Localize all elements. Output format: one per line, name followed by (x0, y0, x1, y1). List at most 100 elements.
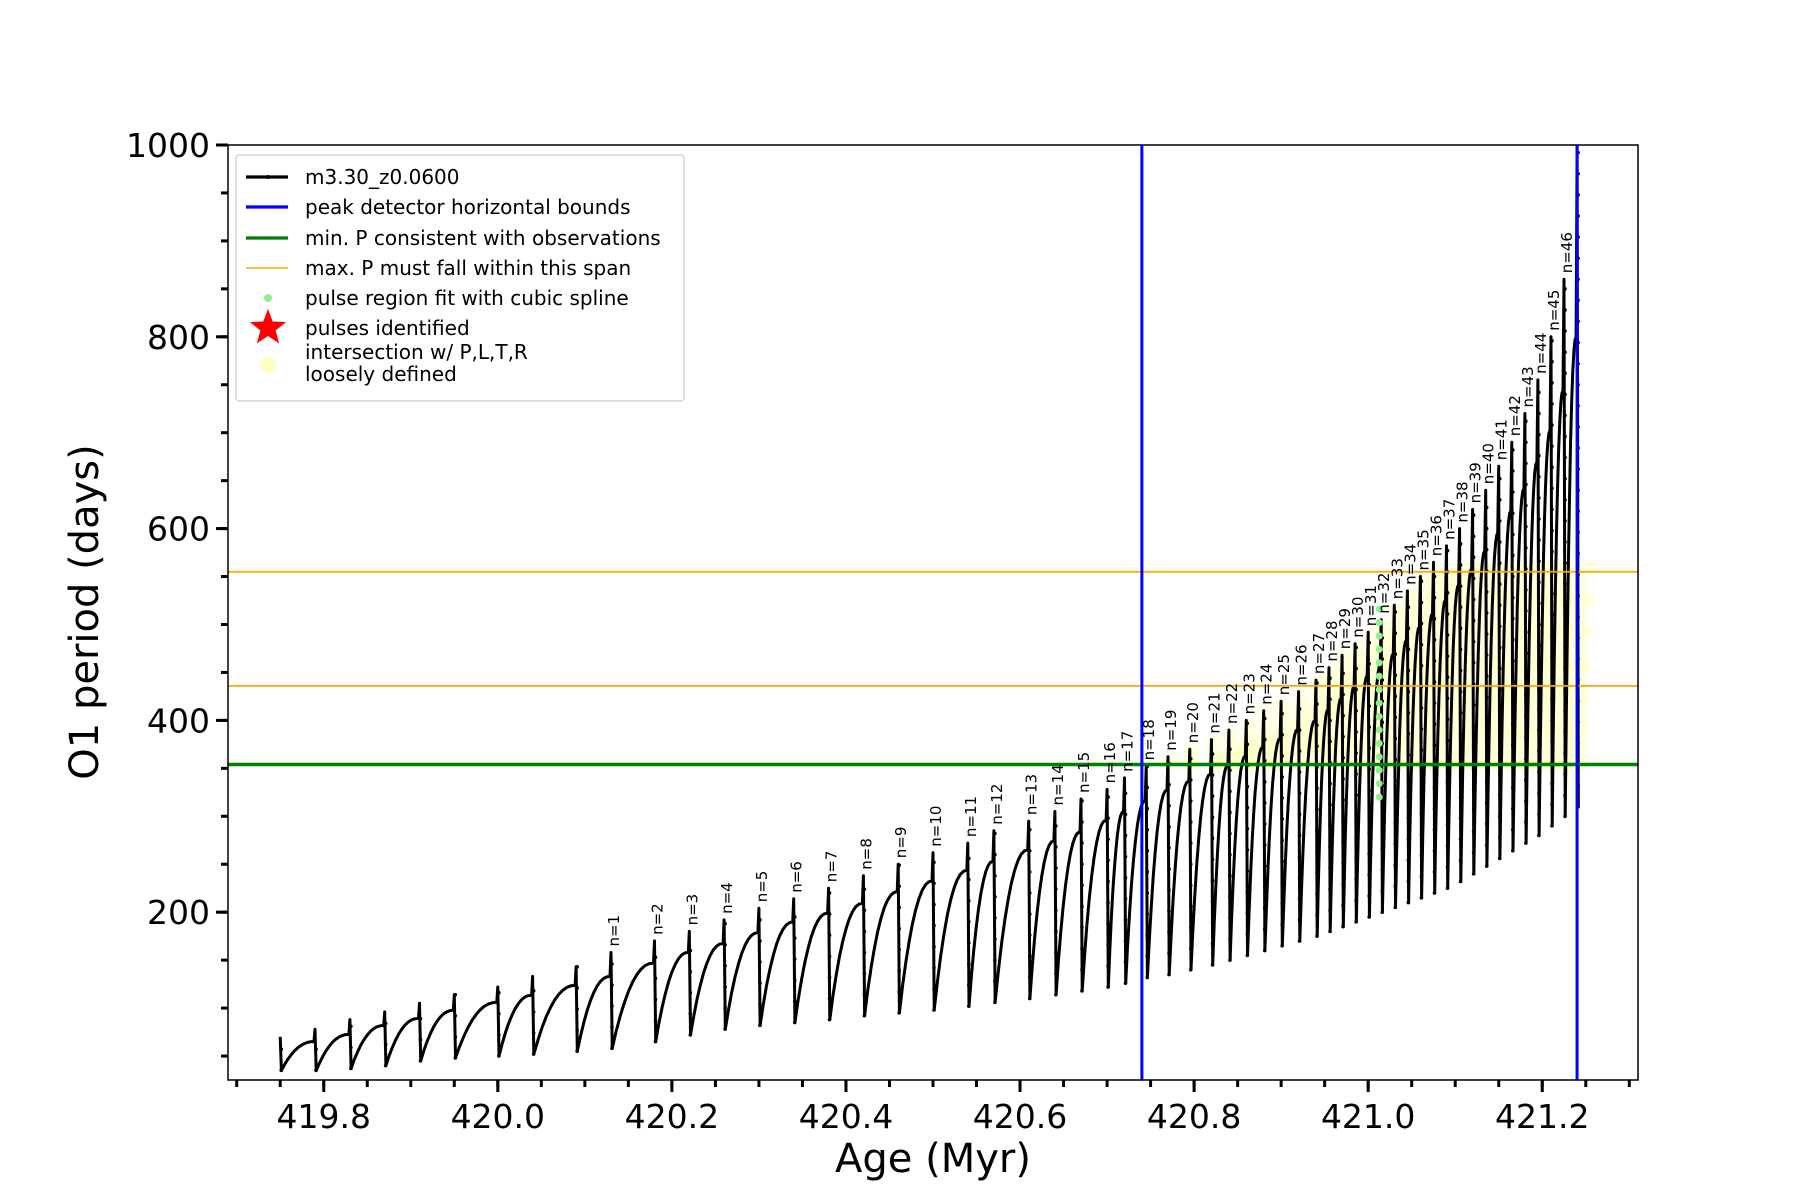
data-point (1497, 561, 1502, 565)
intersection-marker (1257, 702, 1274, 719)
data-point (862, 908, 867, 913)
pulse-label: n=5 (753, 871, 771, 903)
data-point (1188, 925, 1193, 930)
data-point (1080, 967, 1084, 972)
data-point (1484, 864, 1489, 868)
data-point (1354, 898, 1358, 903)
data-point (610, 1004, 614, 1008)
data-point (1510, 849, 1515, 853)
intersection-marker (1401, 603, 1418, 620)
data-point (1367, 640, 1371, 645)
data-point (1188, 946, 1193, 951)
data-point (1497, 624, 1502, 629)
data-point (1537, 601, 1541, 606)
data-point (1471, 724, 1476, 728)
data-point (1471, 872, 1476, 876)
data-point (1027, 933, 1032, 937)
data-point (1341, 882, 1345, 887)
pulse-label: n=25 (1275, 654, 1293, 695)
data-point (1188, 799, 1193, 803)
data-point (1432, 638, 1437, 642)
data-point (1484, 758, 1489, 763)
intersection-marker (1323, 672, 1340, 689)
pulse-label: n=19 (1162, 710, 1180, 751)
data-point (1167, 909, 1171, 914)
data-point (1315, 765, 1319, 770)
intersection-marker (1427, 626, 1444, 643)
data-point (1354, 687, 1358, 692)
data-point (1419, 853, 1424, 858)
data-point (1328, 802, 1332, 807)
data-point (1393, 821, 1398, 825)
data-point (1484, 590, 1489, 594)
pulse-label: n=42 (1506, 395, 1524, 436)
data-point (1484, 716, 1489, 721)
intersection-marker (1323, 664, 1340, 681)
data-point (1484, 779, 1489, 784)
intersection-marker (1336, 710, 1353, 727)
data-point (1471, 661, 1476, 665)
data-point (1563, 624, 1567, 629)
data-point (1210, 920, 1215, 925)
data-point (1054, 992, 1058, 997)
data-point (1354, 645, 1358, 650)
data-point (1145, 849, 1150, 853)
spline-point (1375, 726, 1383, 734)
data-point (1537, 622, 1541, 627)
data-point (1145, 912, 1150, 916)
data-point (1563, 751, 1567, 755)
data-point (1406, 858, 1411, 863)
data-point (1393, 673, 1398, 678)
data-point (723, 921, 727, 926)
intersection-marker (1388, 664, 1405, 681)
data-point (1524, 545, 1528, 550)
data-point (1537, 453, 1541, 458)
data-point (792, 915, 797, 919)
pulse-label: n=9 (892, 827, 910, 859)
data-point (967, 919, 971, 924)
data-point (688, 948, 693, 953)
legend-label: peak detector horizontal bounds (305, 195, 631, 219)
data-point (1445, 612, 1450, 616)
spline-point (1375, 645, 1383, 653)
data-point (1393, 800, 1398, 804)
data-point (1458, 542, 1463, 546)
data-point (1341, 903, 1345, 908)
data-point (1550, 423, 1554, 427)
intersection-marker (1401, 649, 1418, 666)
data-point (1510, 511, 1515, 516)
data-point (1432, 595, 1437, 600)
intersection-marker (1292, 748, 1309, 765)
data-point (792, 999, 797, 1004)
data-point (1228, 768, 1232, 773)
data-point (1315, 702, 1319, 706)
data-point (349, 1024, 353, 1029)
data-point (1393, 757, 1398, 762)
data-point (1406, 668, 1411, 673)
data-point (993, 937, 997, 941)
data-point (1188, 756, 1193, 761)
spline-point (1375, 793, 1383, 801)
data-point (1380, 868, 1385, 872)
intersection-marker (1275, 741, 1292, 758)
x-tick-label: 420.4 (799, 1097, 893, 1136)
data-point (1510, 701, 1515, 705)
data-point (1484, 822, 1489, 826)
data-point (1027, 912, 1032, 916)
pulse-label: n=15 (1075, 752, 1093, 793)
data-point (1380, 720, 1385, 725)
data-point (1458, 605, 1463, 610)
data-point (1188, 904, 1193, 909)
data-point (1297, 728, 1302, 732)
data-point (1341, 755, 1345, 760)
data-point (1380, 804, 1385, 809)
data-point (1262, 948, 1267, 953)
data-point (1297, 812, 1302, 817)
intersection-marker (1309, 725, 1326, 742)
data-point (418, 1059, 423, 1063)
data-point (349, 1045, 353, 1050)
data-point (1537, 475, 1541, 479)
data-point (1380, 657, 1385, 661)
data-point (1297, 707, 1302, 711)
spline-point (1375, 739, 1383, 747)
